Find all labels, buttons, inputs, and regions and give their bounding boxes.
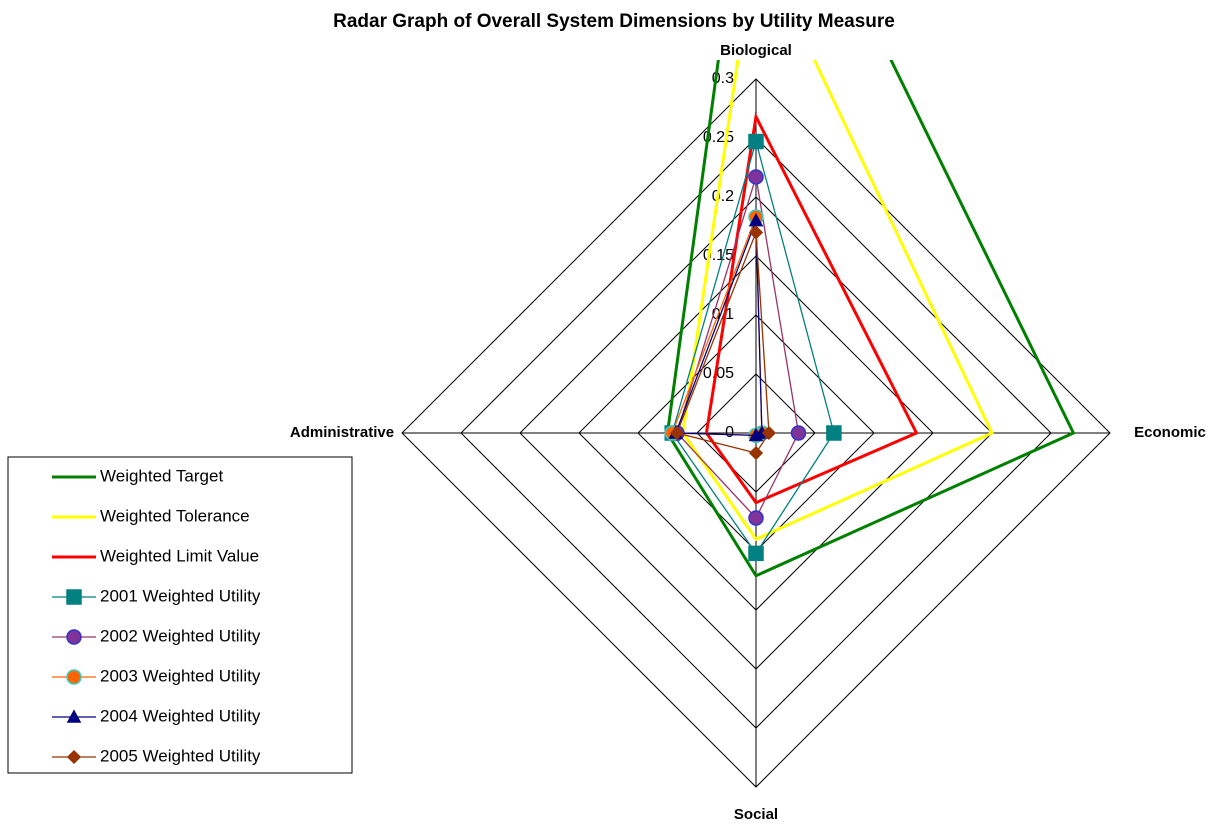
series-line [681, 60, 995, 542]
axis-label: Biological [720, 42, 792, 59]
legend-box [7, 456, 353, 774]
marker [66, 629, 82, 645]
axis-label: Social [734, 806, 778, 823]
marker [748, 133, 764, 150]
series-line [704, 111, 919, 505]
y-tick-label: 0.2 [712, 188, 734, 205]
plot-area [664, 60, 1076, 578]
chart-title: Radar Graph of Overall System Dimensions… [333, 11, 895, 32]
marker [748, 445, 764, 461]
marker [669, 425, 685, 441]
axis-label: Economic [1134, 424, 1206, 441]
legend-label: 2001 Weighted Utility [100, 586, 261, 605]
marker [66, 589, 82, 605]
legend-label: Weighted Limit Value [100, 546, 259, 565]
legend-label: 2002 Weighted Utility [100, 626, 261, 645]
legend-label: 2005 Weighted Utility [100, 746, 261, 765]
legend-label: 2003 Weighted Utility [100, 666, 261, 685]
legend-label: 2004 Weighted Utility [100, 706, 261, 725]
marker [748, 169, 764, 185]
marker [748, 427, 764, 442]
marker [66, 749, 82, 765]
y-tick-label: 0 [725, 424, 734, 441]
marker [748, 225, 764, 240]
marker [66, 709, 82, 723]
marker [761, 425, 777, 441]
marker [66, 669, 82, 685]
marker [748, 545, 764, 562]
series-line [665, 60, 1076, 578]
axis-label: Administrative [290, 424, 394, 441]
marker [826, 425, 842, 441]
y-tick-label: 0.05 [703, 365, 734, 382]
marker [790, 425, 807, 441]
legend-label: Weighted Target [100, 466, 223, 485]
marker [748, 510, 764, 526]
legend-label: Weighted Tolerance [100, 506, 250, 525]
